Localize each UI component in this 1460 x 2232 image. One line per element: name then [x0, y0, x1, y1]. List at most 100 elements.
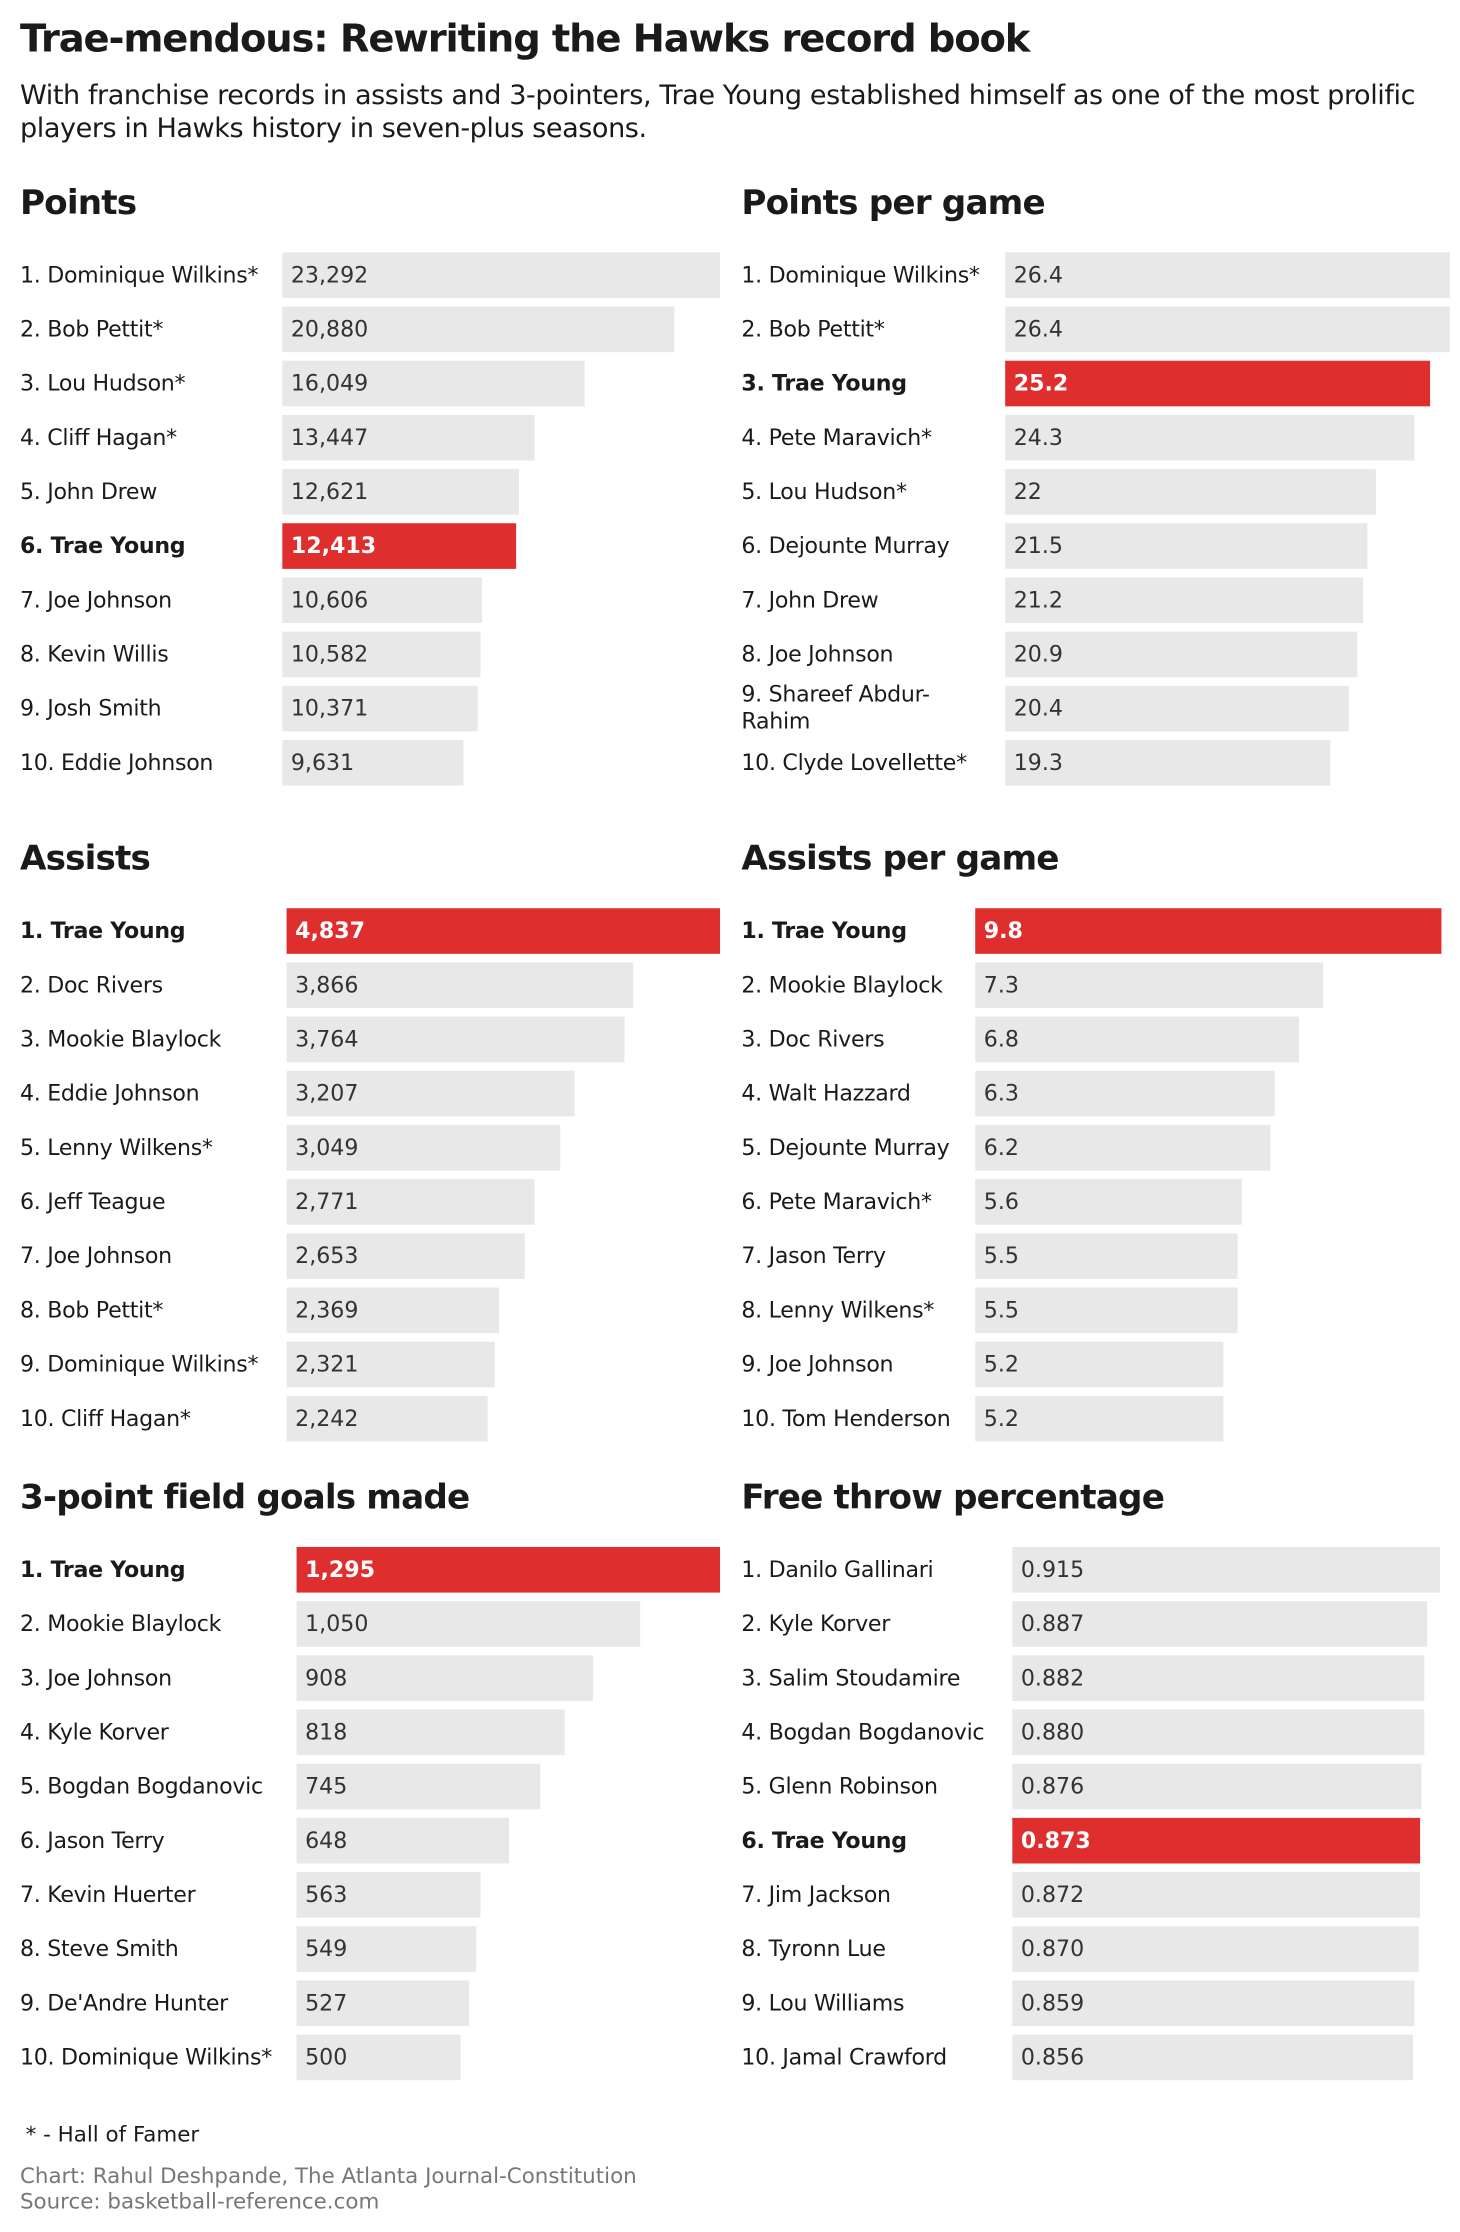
bar-area: 23,292	[282, 252, 721, 298]
value-label: 0.873	[1020, 1827, 1091, 1854]
bar-row: 7. Jason Terry 5.5	[741, 1229, 1441, 1283]
value-label: 16,049	[290, 370, 369, 397]
bar-area: 818	[296, 1709, 720, 1756]
bar	[1012, 1817, 1421, 1864]
bar-area: 7.3	[975, 962, 1441, 1009]
bar	[282, 469, 520, 515]
bar	[1012, 2034, 1413, 2081]
bar	[282, 360, 584, 407]
bar-row: 10. Cliff Hagan* 2,242	[20, 1392, 720, 1446]
bar-label: 4. Bogdan Bogdanovic	[741, 1718, 985, 1745]
bar	[296, 1546, 721, 1593]
title: Trae-mendous: Rewriting the Hawks record…	[19, 17, 1030, 62]
value-label: 6.3	[983, 1080, 1019, 1107]
bar-label: 8. Kevin Willis	[19, 640, 169, 667]
bar-label: 2. Kyle Korver	[741, 1610, 891, 1637]
bar-area: 1,050	[296, 1601, 720, 1647]
bar	[975, 1395, 1223, 1442]
bar-area: 10,582	[282, 631, 720, 678]
bar-row: 3. Doc Rivers 6.8	[741, 1012, 1441, 1066]
value-label: 3,207	[295, 1080, 359, 1107]
value-label: 12,621	[290, 479, 369, 505]
bar-label: 2. Mookie Blaylock	[741, 971, 943, 998]
bar-area: 527	[296, 1980, 720, 2027]
bar-row: 4. Cliff Hagan* 13,447	[20, 411, 720, 465]
bar-area: 0.882	[1012, 1655, 1440, 1701]
bar	[975, 1341, 1223, 1388]
bar-area: 13,447	[282, 414, 720, 461]
bar-row: 6. Jason Terry 648	[20, 1814, 720, 1868]
value-label: 0.876	[1020, 1773, 1085, 1800]
value-label: 0.915	[1020, 1556, 1085, 1583]
bar-row: 4. Walt Hazzard 6.3	[741, 1066, 1441, 1120]
value-label: 1,295	[305, 1556, 376, 1583]
bar-area: 21.2	[1005, 577, 1450, 624]
bar-row: 7. Joe Johnson 10,606	[20, 573, 720, 627]
bar-row: 6. Pete Maravich* 5.6	[741, 1175, 1441, 1229]
bar	[296, 1817, 509, 1864]
value-label: 9.8	[983, 918, 1023, 944]
value-label: 20.9	[1013, 641, 1063, 668]
value-label: 1,050	[305, 1611, 369, 1637]
bar-area: 20.9	[1005, 631, 1450, 678]
value-label: 527	[305, 1990, 348, 2017]
bar-area: 22	[1005, 469, 1450, 515]
bar-area: 908	[296, 1655, 720, 1701]
bar	[296, 1763, 541, 1810]
bar-label: 5. Bogdan Bogdanovic	[19, 1772, 263, 1799]
bar-area: 0.870	[1012, 1926, 1440, 1972]
bar-area: 648	[296, 1817, 720, 1864]
bar-label: 1. Trae Young	[19, 1556, 186, 1582]
value-label: 2,771	[295, 1189, 359, 1215]
value-label: 648	[305, 1827, 348, 1854]
bar-row: 2. Mookie Blaylock 7.3	[741, 958, 1441, 1012]
value-label: 908	[305, 1665, 348, 1691]
value-label: 7.3	[983, 972, 1019, 999]
bar-row: 8. Bob Pettit* 2,369	[20, 1283, 720, 1337]
bar-label: 8. Lenny Wilkens*	[741, 1296, 935, 1323]
bar-label: 9. Josh Smith	[19, 695, 162, 721]
bar-row: 3. Trae Young 25.2	[741, 356, 1450, 410]
bar-row: 10. Eddie Johnson 9,631	[20, 736, 720, 790]
bar	[1012, 1926, 1419, 1972]
value-label: 0.880	[1020, 1719, 1085, 1746]
bar-row: 3. Mookie Blaylock 3,764	[20, 1012, 720, 1066]
bar-area: 4,837	[286, 908, 721, 954]
bar	[1005, 685, 1349, 732]
bar-label: 6. Pete Maravich*	[741, 1188, 932, 1215]
value-label: 549	[305, 1936, 348, 1962]
bar-label: 4. Kyle Korver	[19, 1718, 169, 1745]
value-label: 3,764	[295, 1026, 359, 1053]
bar-area: 745	[296, 1763, 720, 1810]
value-label: 3,049	[295, 1134, 359, 1161]
bar-area: 10,371	[282, 685, 720, 732]
bar-area: 3,207	[286, 1070, 720, 1117]
value-label: 10,371	[290, 695, 369, 722]
value-label: 5.2	[983, 1405, 1019, 1432]
bar-label: 6. Jason Terry	[19, 1827, 165, 1853]
bar-area: 0.856	[1012, 2034, 1440, 2081]
value-label: 5.6	[983, 1189, 1019, 1215]
bar-area: 549	[296, 1926, 720, 1972]
bar-area: 0.872	[1012, 1872, 1440, 1918]
bar-row: 10. Dominique Wilkins* 500	[20, 2030, 720, 2084]
value-label: 2,653	[295, 1243, 359, 1269]
value-label: 500	[305, 2044, 348, 2071]
bar	[1012, 1601, 1427, 1647]
bar-row: 5. Glenn Robinson 0.876	[741, 1759, 1440, 1813]
bar-row: 1. Trae Young 9.8	[741, 904, 1442, 958]
bar	[1005, 414, 1415, 461]
bar-label: 8. Bob Pettit*	[19, 1296, 164, 1323]
footnote: * - Hall of Famer	[25, 2121, 200, 2148]
bar-row: 2. Doc Rivers 3,866	[20, 958, 720, 1012]
bar-area: 16,049	[282, 360, 720, 407]
bar-area: 5.2	[975, 1395, 1441, 1442]
value-label: 5.2	[983, 1351, 1019, 1378]
bar-area: 1,295	[296, 1546, 721, 1593]
bar-row: 1. Danilo Gallinari 0.915	[741, 1543, 1441, 1597]
bar-label: 7. Kevin Huerter	[19, 1881, 196, 1907]
bar-chart: Assists 1. Trae Young 4,837 2. Doc Rivers 3,…	[20, 833, 721, 1446]
bar-label: 8. Steve Smith	[19, 1935, 179, 1962]
bar-row: 5. Bogdan Bogdanovic 745	[20, 1759, 720, 1813]
